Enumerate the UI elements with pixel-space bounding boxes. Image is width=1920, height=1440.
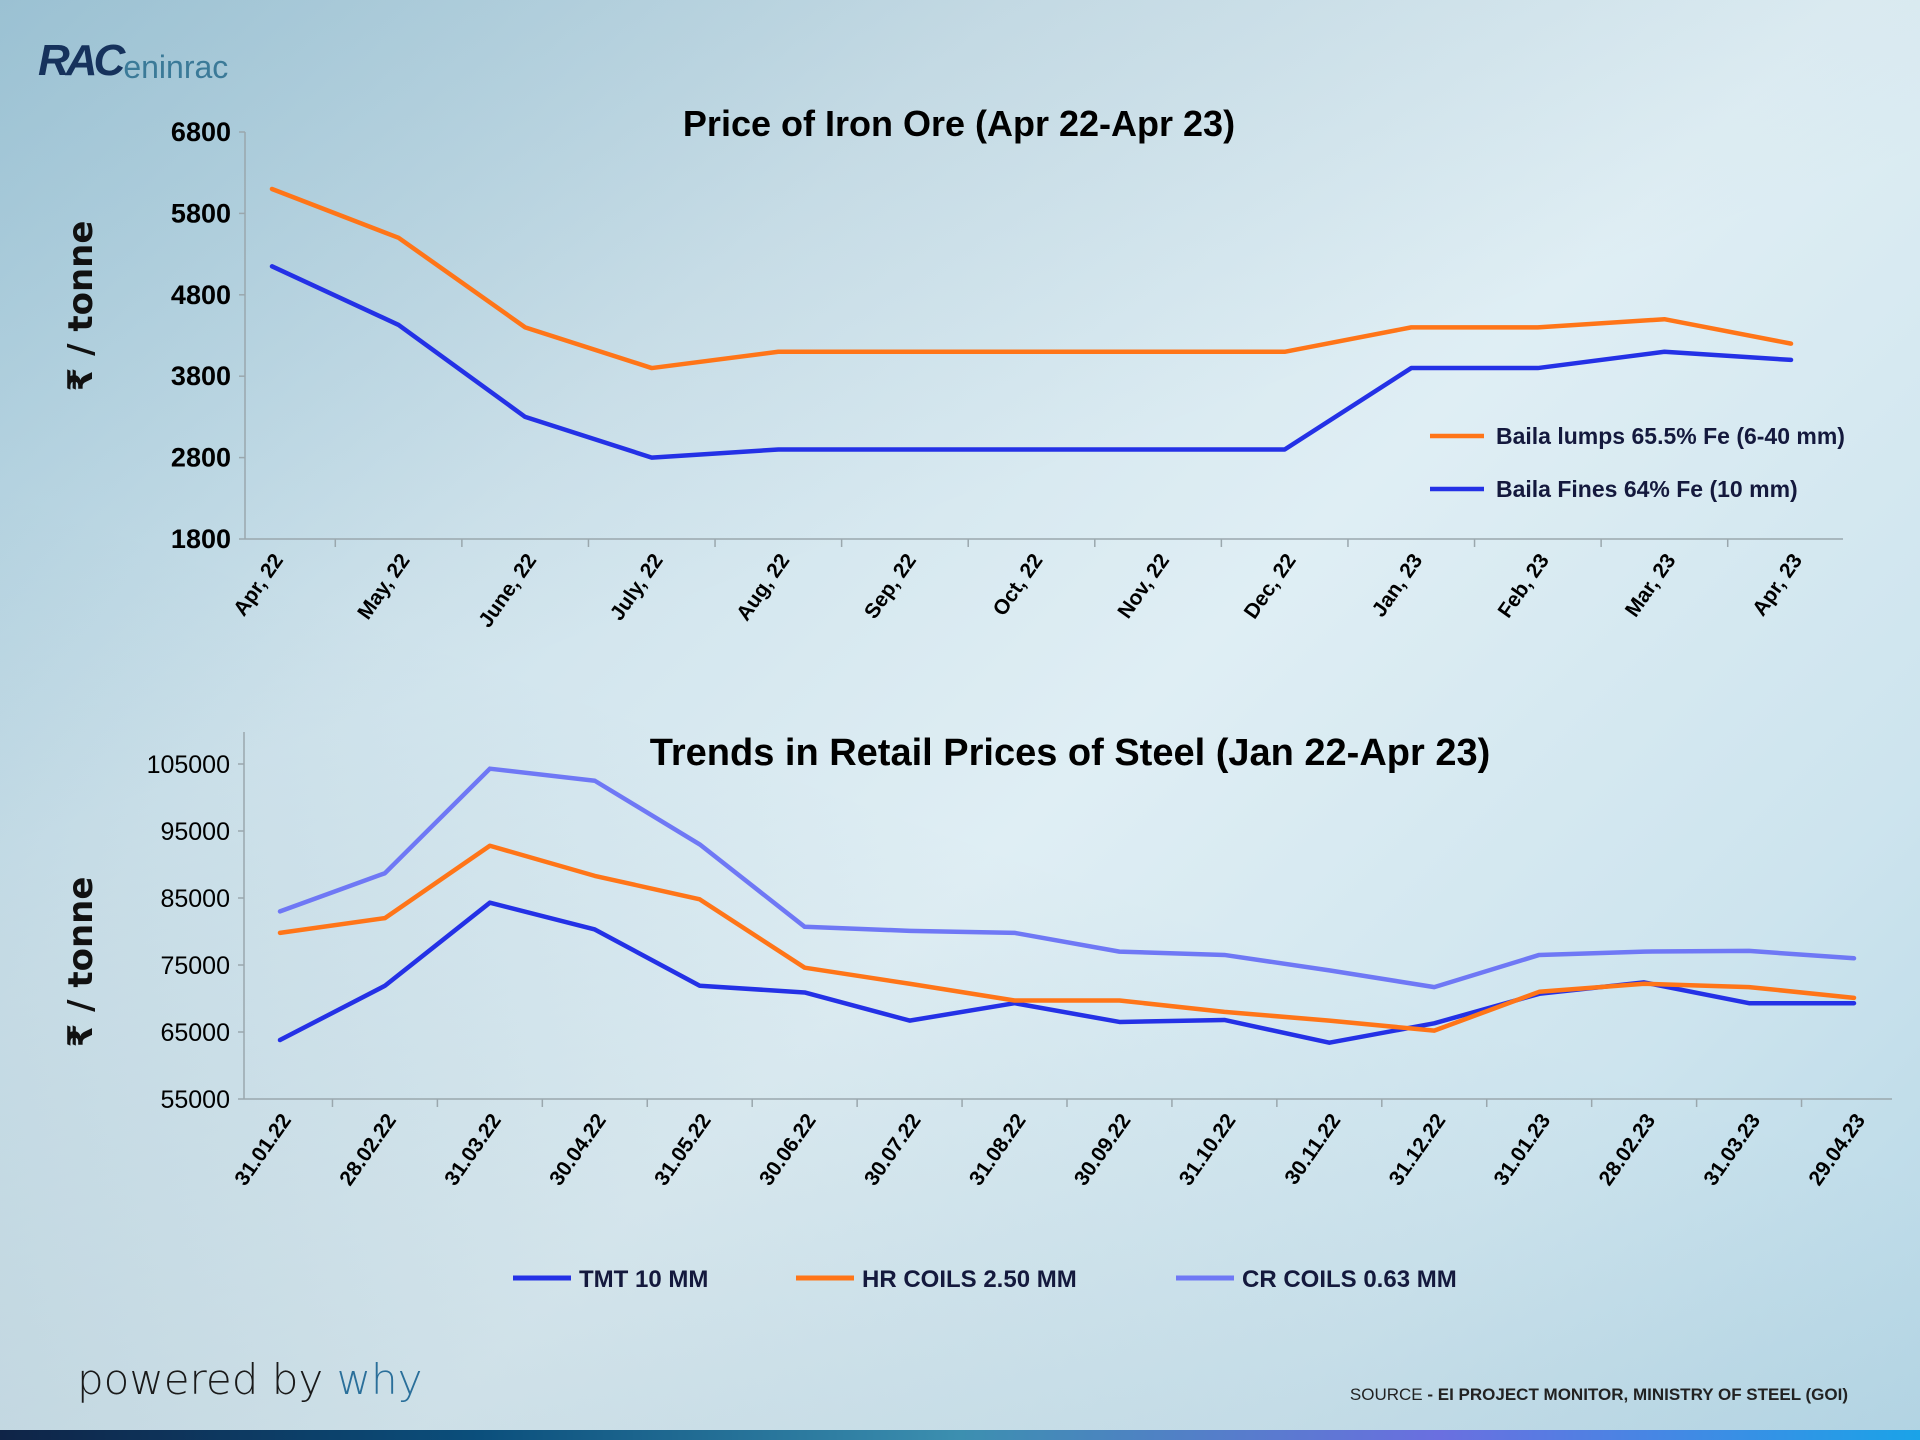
x-tick-label: 30.09.22	[1070, 1110, 1136, 1190]
y-tick-label: 3800	[171, 361, 231, 391]
source-text: - EI PROJECT MONITOR, MINISTRY OF STEEL …	[1422, 1385, 1848, 1404]
powered-brand: why	[336, 1355, 423, 1404]
x-tick-label: 28.02.23	[1594, 1110, 1660, 1190]
x-tick-label: 31.01.22	[230, 1110, 296, 1190]
company-logo: RAC eninrac	[38, 36, 228, 86]
y-axis-label: ₹ / tonne	[61, 221, 101, 392]
bottom-accent-bar	[0, 1430, 1920, 1440]
y-tick-label: 95000	[160, 818, 230, 846]
y-tick-label: 1800	[171, 524, 231, 554]
y-tick-label: 65000	[160, 1019, 230, 1047]
x-tick-label: 29.04.23	[1804, 1110, 1870, 1190]
powered-by: powered by why	[77, 1355, 422, 1404]
legend-label: CR COILS 0.63 MM	[1242, 1266, 1457, 1293]
legend-label: Baila Fines 64% Fe (10 mm)	[1496, 476, 1798, 502]
legend-label: TMT 10 MM	[579, 1266, 708, 1293]
logo-text: eninrac	[123, 49, 229, 85]
x-tick-label: Apr, 23	[1748, 550, 1807, 621]
y-tick-label: 2800	[171, 443, 231, 473]
logo-mark: RAC	[38, 36, 125, 85]
legend-label: Baila lumps 65.5% Fe (6-40 mm)	[1496, 423, 1845, 449]
y-tick-label: 5800	[171, 198, 231, 228]
chart-title: Trends in Retail Prices of Steel (Jan 22…	[650, 732, 1491, 774]
y-tick-label: 75000	[160, 952, 230, 980]
x-tick-label: 31.05.22	[650, 1110, 716, 1190]
x-tick-label: 31.03.22	[440, 1110, 506, 1190]
y-tick-label: 6800	[171, 117, 231, 147]
x-tick-label: Dec, 22	[1240, 550, 1301, 623]
x-tick-label: Feb, 23	[1494, 550, 1554, 622]
x-tick-label: Aug, 22	[732, 550, 794, 625]
x-tick-label: Oct, 22	[989, 550, 1048, 621]
x-tick-label: July, 22	[606, 550, 668, 625]
y-tick-label: 105000	[147, 751, 230, 779]
source-note: SOURCE - EI PROJECT MONITOR, MINISTRY OF…	[1350, 1385, 1848, 1405]
x-tick-label: Apr, 22	[229, 550, 288, 621]
x-tick-label: 31.01.23	[1490, 1110, 1556, 1190]
x-tick-label: 30.07.22	[860, 1110, 926, 1190]
y-tick-label: 55000	[160, 1086, 230, 1114]
x-tick-label: 30.11.22	[1280, 1110, 1345, 1189]
legend-label: HR COILS 2.50 MM	[862, 1266, 1077, 1293]
x-tick-label: Nov, 22	[1113, 550, 1174, 623]
x-tick-label: Jan, 23	[1368, 550, 1428, 622]
x-tick-label: 30.06.22	[755, 1110, 821, 1190]
x-tick-label: Mar, 23	[1621, 550, 1681, 622]
series-line-3	[277, 766, 1857, 990]
series-line-1	[269, 186, 1794, 371]
x-tick-label: 31.12.22	[1385, 1110, 1451, 1190]
powered-prefix: powered by	[77, 1355, 337, 1404]
chart-title: Price of Iron Ore (Apr 22-Apr 23)	[683, 103, 1235, 144]
series-line-1	[277, 900, 1857, 1045]
x-tick-label: 31.10.22	[1175, 1110, 1241, 1190]
x-tick-label: 31.08.22	[965, 1110, 1031, 1190]
x-tick-label: June, 22	[474, 550, 541, 632]
x-tick-label: 31.03.23	[1699, 1110, 1765, 1190]
x-tick-label: Sep, 22	[860, 550, 921, 623]
series-line-2	[277, 843, 1857, 1033]
x-tick-label: May, 22	[353, 550, 414, 624]
y-tick-label: 85000	[160, 885, 230, 913]
y-tick-label: 4800	[171, 280, 231, 310]
source-label: SOURCE	[1349, 1385, 1423, 1404]
x-tick-label: 30.04.22	[545, 1110, 611, 1190]
x-tick-label: 28.02.22	[335, 1110, 401, 1190]
y-axis-label: ₹ / tonne	[61, 877, 101, 1048]
